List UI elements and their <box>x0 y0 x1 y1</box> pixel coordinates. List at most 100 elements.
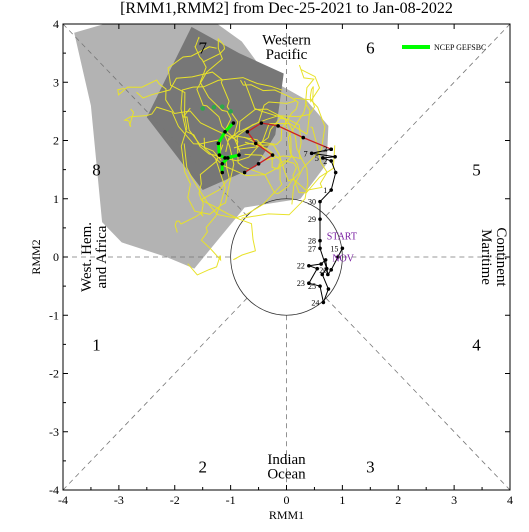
observed-point-label: 7 <box>304 149 308 158</box>
observed-point-label: 30 <box>308 198 316 207</box>
observed-point <box>309 151 314 156</box>
ensemble-mean-point <box>220 162 225 166</box>
region-label-top-line2: Pacific <box>266 47 308 63</box>
ensemble-extra-point <box>211 104 217 110</box>
region-label-bottom-line2: Ocean <box>267 466 306 482</box>
phase-number-8: 8 <box>92 161 101 180</box>
ensemble-member-track <box>239 97 326 205</box>
region-label-top-line1: Western <box>262 32 311 48</box>
ensemble-member-track <box>233 135 336 194</box>
observed-point-label: 22 <box>297 262 305 271</box>
phase-number-7: 7 <box>198 38 207 57</box>
diagonal-guide-ne <box>325 23 511 217</box>
region-label-right-line1: Maritime <box>478 229 494 285</box>
x-tick-label: 2 <box>395 493 401 507</box>
series-layer <box>200 104 345 305</box>
ensemble-mean-point <box>216 141 221 146</box>
forecast-point <box>301 135 306 140</box>
ensemble-member-track <box>216 64 315 162</box>
phase-number-4: 4 <box>472 335 481 354</box>
observed-point-label: 24 <box>311 298 319 307</box>
phase-guides <box>62 23 511 491</box>
y-tick-label: 2 <box>53 134 59 148</box>
observed-point-label: 20 <box>319 266 327 275</box>
region-label-left-line2: and Africa <box>94 225 110 288</box>
y-tick-label: 1 <box>53 192 59 206</box>
ensemble-member-track <box>198 144 256 261</box>
ensemble-extra-point <box>228 109 233 114</box>
observed-point <box>320 272 325 277</box>
observed-point-label: 25 <box>308 282 316 291</box>
ensemble-member-track <box>180 77 283 159</box>
observed-point <box>318 284 322 288</box>
ensemble-member-track <box>117 79 241 152</box>
observed-point <box>319 262 323 266</box>
phase-number-1: 1 <box>92 335 101 354</box>
ensemble-mean-point <box>223 156 227 160</box>
x-tick-label: 4 <box>507 493 513 507</box>
ensemble-mean-point <box>226 156 230 160</box>
observed-point <box>333 155 337 159</box>
forecast-point <box>245 129 250 134</box>
region-label-bottom-line1: Indian <box>267 452 306 468</box>
y-tick-label: -2 <box>49 367 59 381</box>
ensemble-mean-point <box>217 153 222 157</box>
observed-point <box>318 246 322 251</box>
observed-point-label: 23 <box>297 279 305 288</box>
ensemble-extra-point <box>200 106 205 111</box>
observed-point <box>307 281 311 286</box>
region-label-left-line1: West. Hem. <box>79 222 95 292</box>
observed-point-label: 1 <box>323 186 327 195</box>
ensemble-member-track <box>196 37 239 143</box>
observed-point <box>324 266 329 271</box>
end-month-label: NOV <box>332 254 354 265</box>
observed-point <box>315 266 320 271</box>
x-tick-label: -2 <box>170 493 180 507</box>
y-tick-label: 0 <box>53 250 59 264</box>
x-tick-label: 0 <box>284 493 290 507</box>
observed-point <box>336 255 340 259</box>
region-label-right-line2: Continent <box>493 227 509 287</box>
observed-point-label: 27 <box>308 244 316 253</box>
observed-point <box>329 188 334 192</box>
ensemble-member-track <box>244 81 302 161</box>
ensemble-mean-point <box>220 170 225 175</box>
observed-point <box>318 199 322 204</box>
ensemble-member-track <box>123 106 219 145</box>
ensemble-member-track <box>187 158 226 276</box>
observed-point <box>318 217 322 221</box>
x-tick-label: -4 <box>58 493 68 507</box>
start-label: START <box>327 232 357 243</box>
forecast-point <box>256 162 261 166</box>
ensemble-mean-point <box>231 121 236 125</box>
observed-point <box>326 272 330 277</box>
ensemble-mean-point <box>223 129 227 134</box>
forecast-point <box>253 141 258 146</box>
x-tick-label: 3 <box>451 493 457 507</box>
observed-point <box>318 238 322 243</box>
observed-point-label: 5 <box>315 154 319 163</box>
phase-number-6: 6 <box>366 38 375 57</box>
phase-number-5: 5 <box>472 161 481 180</box>
observed-point <box>307 263 311 268</box>
observed-point <box>329 159 334 163</box>
y-axis-title: RMM2 <box>29 239 43 274</box>
ensemble-member-track <box>233 79 299 149</box>
phase-number-3: 3 <box>366 458 375 477</box>
y-tick-label: -3 <box>49 425 59 439</box>
observed-point <box>326 287 331 291</box>
observed-point <box>321 300 326 305</box>
observed-point-label: 2 <box>323 157 327 166</box>
ensemble-mean-point <box>237 153 241 157</box>
observed-point <box>321 156 325 160</box>
ensemble-member-track <box>194 36 232 157</box>
observed-point-label: 3 <box>323 145 327 154</box>
plot-frame <box>62 23 511 491</box>
observed-point <box>323 258 328 262</box>
unit-circle <box>230 198 343 316</box>
y-tick-label: 3 <box>53 75 59 89</box>
observed-point <box>340 246 345 251</box>
observed-point-label: 29 <box>308 215 316 224</box>
